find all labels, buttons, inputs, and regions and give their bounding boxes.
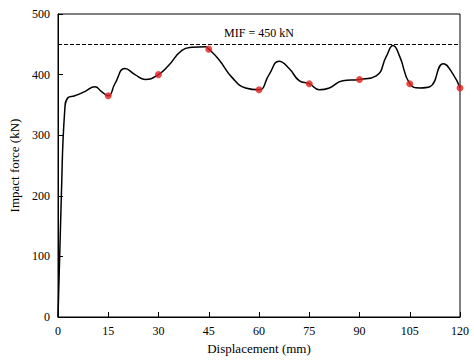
svg-text:Displacement (mm): Displacement (mm) <box>207 341 311 356</box>
svg-text:200: 200 <box>32 189 50 203</box>
svg-text:15: 15 <box>102 324 114 338</box>
svg-text:100: 100 <box>32 249 50 263</box>
svg-text:45: 45 <box>203 324 215 338</box>
svg-text:120: 120 <box>451 324 469 338</box>
svg-text:75: 75 <box>303 324 315 338</box>
svg-text:30: 30 <box>153 324 165 338</box>
svg-text:400: 400 <box>32 68 50 82</box>
svg-text:105: 105 <box>401 324 419 338</box>
svg-text:300: 300 <box>32 128 50 142</box>
svg-text:0: 0 <box>55 324 61 338</box>
svg-text:Impact force (kN): Impact force (kN) <box>7 119 22 213</box>
svg-text:500: 500 <box>32 7 50 21</box>
svg-text:90: 90 <box>354 324 366 338</box>
svg-text:MIF = 450 kN: MIF = 450 kN <box>224 26 294 40</box>
svg-text:60: 60 <box>253 324 265 338</box>
svg-text:0: 0 <box>44 310 50 324</box>
